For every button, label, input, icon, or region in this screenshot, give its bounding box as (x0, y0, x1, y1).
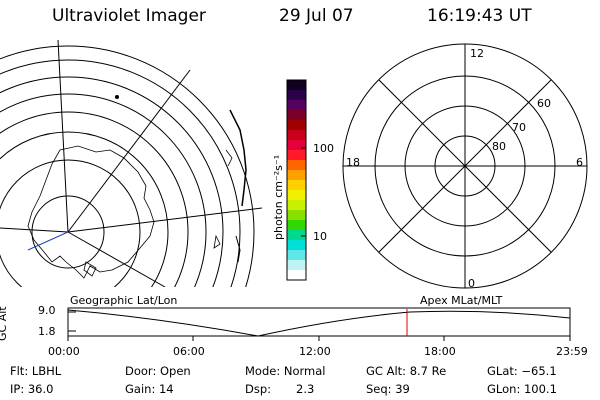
gc-alt-info: GC Alt: 8.7 Re (366, 364, 447, 378)
colorbar-segment (287, 90, 306, 101)
glat-info: GLat: −65.1 (487, 364, 557, 378)
x-tick-2359: 23:59 (556, 345, 588, 358)
colorbar-segment (287, 190, 306, 201)
mlt-label-18: 18 (346, 156, 360, 169)
x-tick-0000: 00:00 (48, 345, 80, 358)
door-info: Door: Open (125, 364, 191, 378)
coastline (27, 145, 155, 279)
colorbar-segment (287, 80, 306, 91)
longitude-lines (0, 39, 262, 287)
mode-info: Mode: Normal (245, 364, 326, 378)
colorbar-segment (287, 220, 306, 231)
colorbar-frame (286, 79, 307, 281)
altitude-curve (67, 309, 571, 337)
mlt-label-0: 0 (468, 277, 475, 290)
mlt-label-12: 12 (470, 47, 484, 60)
y-tick-1-8: 1.8 (38, 325, 56, 338)
x-tick-0600: 06:00 (173, 345, 205, 358)
colorbar-segment (287, 260, 306, 271)
time-label: 16:19:43 UT (427, 6, 532, 26)
colorbar-segment (287, 140, 306, 151)
colorbar-segment (287, 150, 306, 161)
latitude-circles (0, 45, 255, 287)
colorbar-tick-100: 100 (313, 142, 334, 155)
ip-info: IP: 36.0 (10, 382, 54, 396)
colorbar-segment (287, 200, 306, 211)
instrument-title: Ultraviolet Imager (52, 6, 206, 26)
gain-info: Gain: 14 (125, 382, 174, 396)
seq-info: Seq: 39 (366, 382, 410, 396)
colorbar-segment (287, 180, 306, 191)
colorbar-segment (287, 250, 306, 261)
dsp-label: Dsp: (245, 382, 272, 396)
x-tick-1800: 18:00 (424, 345, 456, 358)
colorbar-segment (287, 170, 306, 181)
colorbar-tick-10: 10 (313, 230, 327, 243)
timeline-left-title: Geographic Lat/Lon (70, 294, 178, 307)
colorbar-segment (287, 110, 306, 121)
y-tick-9: 9.0 (38, 304, 56, 317)
glon-info: GLon: 100.1 (487, 382, 557, 396)
colorbar-segment (287, 160, 306, 171)
dipole-track (27, 231, 69, 251)
mlat-label-70: 70 (512, 121, 526, 134)
date-label: 29 Jul 07 (279, 6, 354, 26)
x-tick-1200: 12:00 (299, 345, 331, 358)
filter-info: Flt: LBHL (10, 364, 62, 378)
colorbar-segment (287, 120, 306, 131)
colorbar-segment (287, 240, 306, 251)
timeline-right-title: Apex MLat/MLT (420, 294, 503, 307)
colorbar-segment (287, 210, 306, 221)
colorbar-segment (287, 230, 306, 241)
mlat-label-60: 60 (537, 97, 551, 110)
colorbar-segment (287, 270, 306, 281)
dsp-value: 2.3 (296, 382, 315, 396)
mlt-label-6: 6 (576, 156, 583, 169)
colorbar-segment (287, 130, 306, 141)
colorbar-segment (287, 100, 306, 111)
mlat-label-80: 80 (492, 140, 506, 153)
